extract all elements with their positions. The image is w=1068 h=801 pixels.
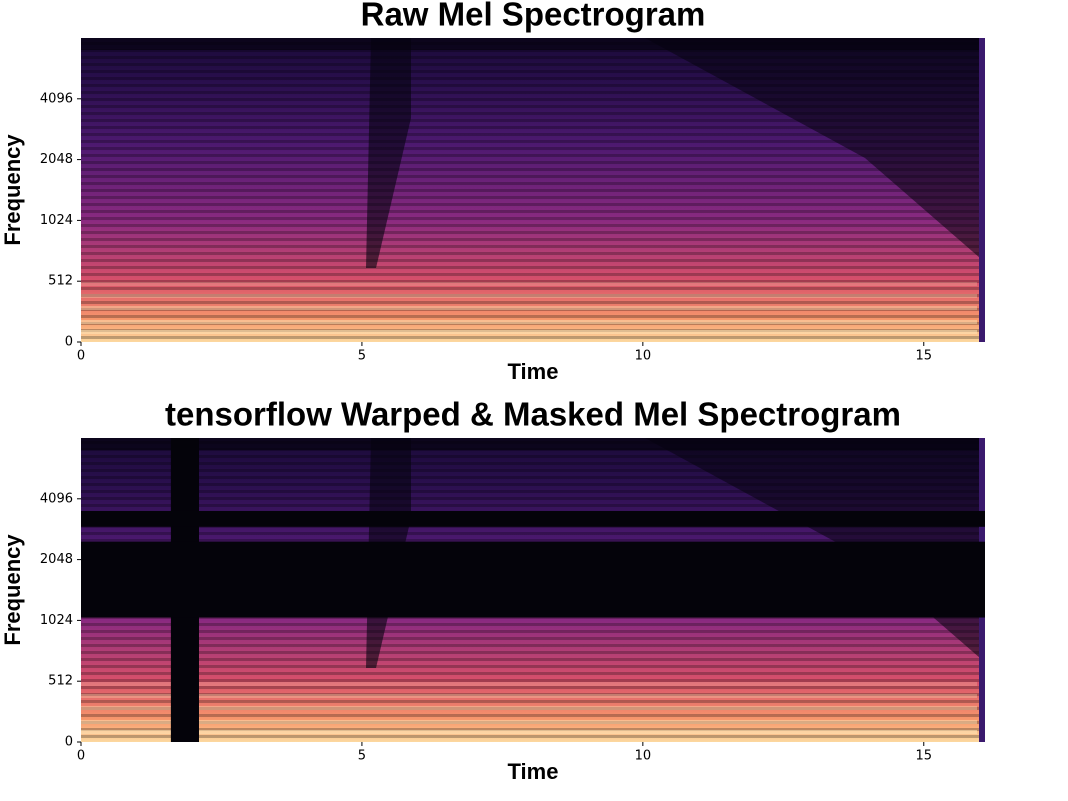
x-tick-label: 10: [635, 349, 652, 364]
dark-region: [645, 38, 980, 258]
spectrogram: [81, 438, 985, 742]
dark-region: [366, 38, 411, 268]
x-tick-label: 0: [77, 349, 85, 364]
spectrogram: [81, 38, 985, 342]
dark-region: [645, 438, 980, 658]
dark-region: [81, 438, 985, 450]
harmonic-band: [81, 320, 977, 324]
chart-title: Raw Mel Spectrogram: [361, 0, 706, 33]
y-tick-label: 512: [48, 274, 73, 289]
harmonic-band: [81, 306, 977, 310]
harmonic-band: [81, 330, 977, 334]
y-tick-label: 512: [48, 674, 73, 689]
y-tick-label: 2048: [40, 552, 73, 567]
x-tick-label: 15: [915, 749, 932, 764]
x-axis-label: Time: [508, 759, 559, 784]
dark-region: [81, 38, 985, 50]
harmonic-band: [81, 282, 977, 286]
x-tick-label: 15: [915, 349, 932, 364]
y-axis-label: Frequency: [0, 534, 25, 646]
harmonic-band: [81, 682, 977, 686]
y-tick-label: 0: [65, 735, 73, 750]
y-tick-label: 2048: [40, 152, 73, 167]
x-tick-label: 5: [358, 749, 366, 764]
edge: [979, 38, 985, 342]
y-axis-label: Frequency: [0, 134, 25, 246]
x-axis-label: Time: [508, 359, 559, 384]
harmonic-band: [81, 694, 977, 698]
y-tick-label: 4096: [40, 91, 73, 106]
harmonic-band: [81, 720, 977, 724]
harmonic-band: [81, 294, 977, 298]
freq-mask: [81, 541, 985, 618]
freq-mask: [81, 510, 985, 527]
x-tick-label: 5: [358, 349, 366, 364]
x-tick-label: 0: [77, 749, 85, 764]
y-tick-label: 4096: [40, 491, 73, 506]
y-tick-label: 0: [65, 335, 73, 350]
x-tick-label: 10: [635, 749, 652, 764]
y-tick-label: 1024: [40, 213, 73, 228]
harmonic-band: [81, 706, 977, 710]
chart-title: tensorflow Warped & Masked Mel Spectrogr…: [165, 396, 901, 433]
y-tick-label: 1024: [40, 613, 73, 628]
harmonic-band: [81, 730, 977, 734]
